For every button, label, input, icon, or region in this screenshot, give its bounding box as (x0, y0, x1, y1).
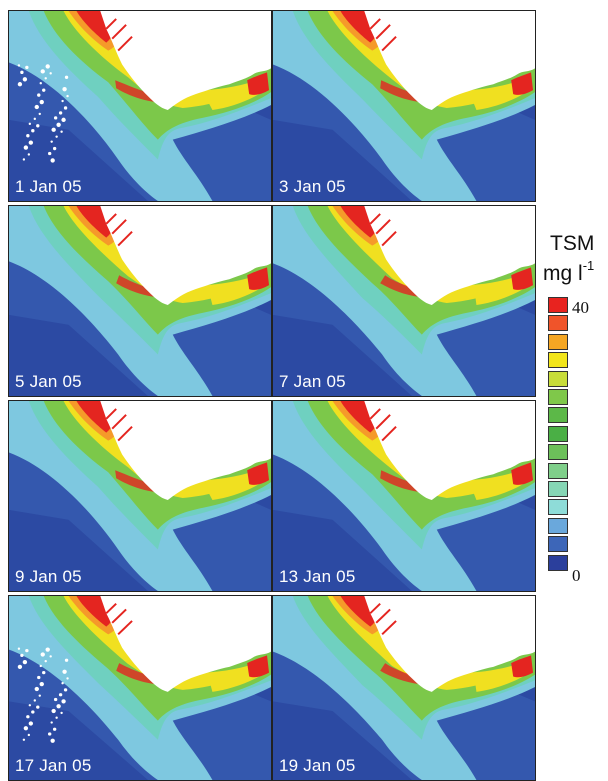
panel-date-label: 5 Jan 05 (15, 372, 82, 391)
legend-unit-text: mg l (543, 262, 583, 285)
legend-swatch (548, 499, 568, 516)
legend-min-label: 0 (572, 566, 581, 585)
panel-date-label: 17 Jan 05 (15, 756, 92, 775)
tsm-panel: 3 Jan 05 (272, 10, 536, 202)
legend-swatch (548, 425, 568, 442)
tsm-map-7 (9, 596, 271, 780)
legend-swatch (548, 554, 568, 571)
panel-date-label: 1 Jan 05 (15, 177, 82, 196)
tsm-map-4 (273, 206, 535, 396)
tsm-panel: 17 Jan 05 (8, 595, 272, 781)
tsm-map-5 (9, 401, 271, 591)
legend-swatch (548, 407, 568, 424)
tsm-map-3 (9, 206, 271, 396)
legend-swatch (548, 517, 568, 534)
tsm-map-6 (273, 401, 535, 591)
panel-date-label: 7 Jan 05 (279, 372, 346, 391)
legend-unit-exponent: -1 (582, 258, 595, 273)
panel-date-label: 9 Jan 05 (15, 567, 82, 586)
tsm-panel: 5 Jan 05 (8, 205, 272, 397)
tsm-map-8 (273, 596, 535, 780)
panel-date-label: 19 Jan 05 (279, 756, 356, 775)
legend-swatch (548, 462, 568, 479)
legend-swatch (548, 297, 568, 313)
legend-unit: mg l-1 (543, 258, 595, 286)
legend-swatch (548, 370, 568, 387)
legend-swatch (548, 481, 568, 497)
panel-date-label: 13 Jan 05 (279, 567, 356, 586)
legend-title: TSM (550, 232, 595, 255)
legend-max-label: 40 (572, 298, 589, 317)
tsm-map-2 (273, 11, 535, 201)
legend-swatch (548, 444, 568, 461)
panel-date-label: 3 Jan 05 (279, 177, 346, 196)
legend-swatch (548, 352, 568, 369)
tsm-panel: 13 Jan 05 (272, 400, 536, 592)
tsm-panel: 7 Jan 05 (272, 205, 536, 397)
tsm-panel: 9 Jan 05 (8, 400, 272, 592)
tsm-panel: 1 Jan 05 (8, 10, 272, 202)
legend-swatch (548, 389, 568, 405)
tsm-panel: 19 Jan 05 (272, 595, 536, 781)
legend-swatch (548, 315, 568, 332)
legend-swatch (548, 333, 568, 350)
legend-swatch (548, 536, 568, 553)
tsm-map-1 (9, 11, 271, 201)
